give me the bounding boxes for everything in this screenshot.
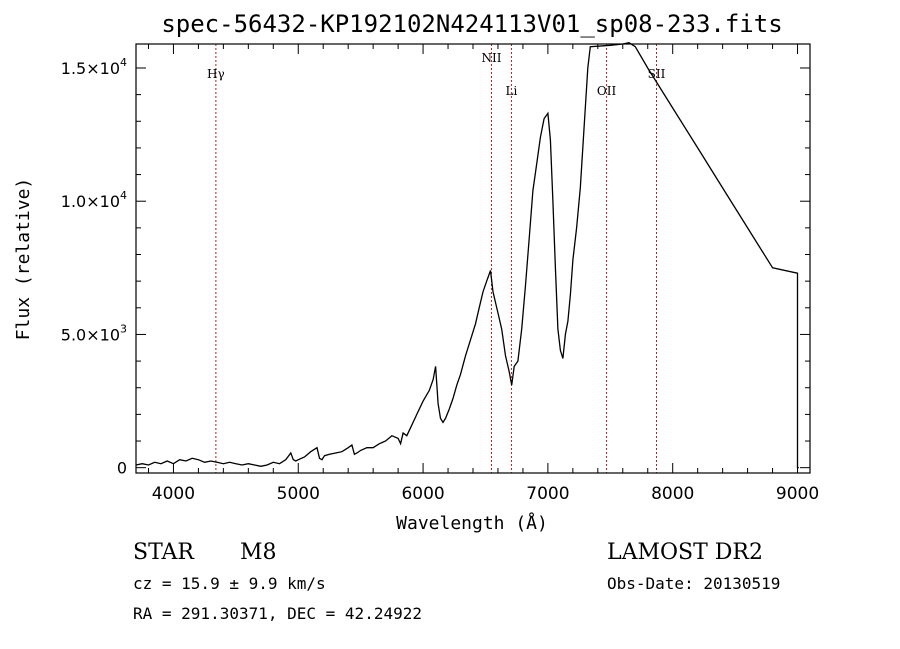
x-tick-label: 6000 — [401, 484, 444, 504]
x-axis-label: Wavelength (Å) — [396, 512, 548, 534]
y-tick-base: 0 — [117, 459, 127, 478]
x-tick-label: 8000 — [651, 484, 694, 504]
chart-title: spec-56432-KP192102N424113V01_sp08-233.f… — [161, 10, 782, 38]
spectral-line-markers: Hγ NII Li OII SII — [207, 44, 666, 473]
line-marker-label: OII — [597, 84, 617, 98]
y-axis-label: Flux (relative) — [13, 178, 34, 341]
y-tick-exponent: 4 — [120, 56, 127, 69]
y-tick-label: 0 — [117, 459, 127, 478]
line-marker-label: Li — [506, 84, 518, 98]
y-tick-base: 1.0×10 — [61, 192, 120, 211]
y-tick-label: 1.5×104 — [61, 56, 127, 78]
obs-date-text: Obs-Date: 20130519 — [607, 574, 780, 593]
y-tick-exponent: 4 — [120, 189, 127, 202]
spectrum-series-line — [135, 42, 799, 469]
x-tick-label: 5000 — [277, 484, 320, 504]
y-tick-base: 1.5×10 — [61, 59, 120, 78]
line-marker-label: NII — [481, 51, 501, 65]
redshift-text: cz = 15.9 ± 9.9 km/s — [133, 574, 326, 593]
class-label: STAR — [133, 540, 195, 565]
y-tick-label: 5.0×103 — [61, 322, 127, 344]
y-tick-exponent: 3 — [120, 322, 127, 335]
y-tick-label: 1.0×104 — [61, 189, 127, 211]
survey-label: LAMOST DR2 — [607, 540, 763, 565]
y-tick-base: 5.0×10 — [61, 325, 120, 344]
x-tick-label: 4000 — [152, 484, 195, 504]
x-tick-label: 9000 — [776, 484, 819, 504]
coordinates-text: RA = 291.30371, DEC = 42.24922 — [133, 604, 422, 623]
plot-frame — [135, 43, 811, 474]
x-axis-ticks: 4000 5000 6000 7000 8000 9000 — [147, 44, 819, 504]
x-tick-label: 7000 — [526, 484, 569, 504]
subclass-label: M8 — [240, 540, 277, 565]
line-marker-label: SII — [648, 67, 666, 81]
line-marker-label: Hγ — [207, 67, 225, 81]
